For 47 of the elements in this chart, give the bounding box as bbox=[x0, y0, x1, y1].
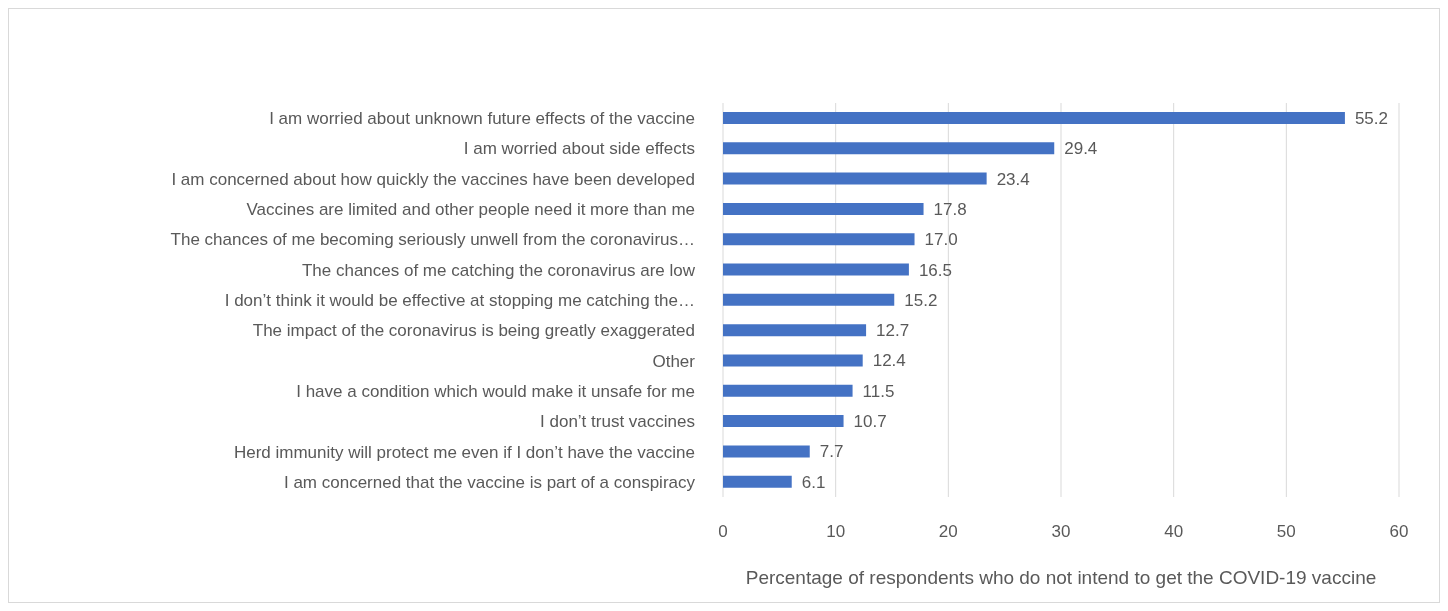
data-label: 12.7 bbox=[876, 321, 910, 341]
x-tick-label: 20 bbox=[938, 522, 958, 542]
data-label: 12.4 bbox=[872, 351, 906, 371]
y-tick-label: Other bbox=[652, 351, 696, 371]
data-label: 11.5 bbox=[862, 381, 895, 401]
data-label: 29.4 bbox=[1064, 139, 1098, 159]
bar bbox=[723, 112, 1345, 124]
x-tick-label: 10 bbox=[826, 522, 846, 542]
data-label: 17.8 bbox=[933, 199, 967, 219]
y-tick-label: Vaccines are limited and other people need it more than me bbox=[246, 200, 695, 220]
data-label: 10.7 bbox=[853, 412, 887, 432]
data-label: 7.7 bbox=[819, 442, 844, 462]
bar bbox=[723, 202, 924, 215]
y-tick-label: Herd immunity will protect me even if I don’t have the vaccine bbox=[233, 442, 695, 462]
bar bbox=[723, 445, 810, 458]
bar bbox=[723, 172, 987, 185]
y-tick-label: I am concerned about how quickly the vaccines have been developed bbox=[171, 169, 695, 189]
x-tick-label: 40 bbox=[1164, 522, 1184, 542]
y-tick-label: I am worried about side effects bbox=[463, 139, 695, 159]
y-tick-label: The impact of the coronavirus is being greatly exaggerated bbox=[252, 321, 695, 341]
data-label: 6.1 bbox=[801, 472, 826, 492]
data-label: 16.5 bbox=[918, 260, 952, 280]
data-label: 15.2 bbox=[904, 290, 938, 310]
x-tick-label: 60 bbox=[1389, 522, 1409, 542]
data-label: 23.4 bbox=[996, 169, 1030, 189]
bar bbox=[723, 354, 863, 367]
y-tick-label: I am worried about unknown future effects of the vaccine bbox=[269, 109, 695, 129]
bar bbox=[723, 415, 844, 428]
x-tick-label: 0 bbox=[718, 522, 728, 542]
y-tick-label: I don’t trust vaccines bbox=[540, 412, 695, 432]
x-tick-label: 30 bbox=[1051, 522, 1071, 542]
bar bbox=[723, 142, 1055, 155]
data-label: 17.0 bbox=[924, 230, 958, 250]
bar bbox=[723, 233, 915, 246]
bar bbox=[723, 384, 853, 397]
bar bbox=[723, 324, 867, 337]
bar bbox=[723, 263, 909, 276]
x-tick-label: 50 bbox=[1276, 522, 1296, 542]
y-tick-label: I have a condition which would make it unsafe for me bbox=[296, 381, 695, 401]
y-tick-label: I am concerned that the vaccine is part of a conspiracy bbox=[283, 472, 696, 492]
bar bbox=[723, 293, 895, 306]
data-label: 55.2 bbox=[1354, 109, 1389, 129]
y-tick-label: The chances of me catching the coronavirus are low bbox=[301, 260, 696, 280]
y-tick-label: The chances of me becoming seriously unwell from the coronavirus… bbox=[170, 230, 695, 250]
y-tick-label: I don’t think it would be effective at stopping me catching the… bbox=[224, 291, 695, 311]
bar bbox=[723, 475, 792, 488]
x-axis-title: Percentage of respondents who do not intend to get the COVID-19 vaccine bbox=[745, 567, 1377, 588]
